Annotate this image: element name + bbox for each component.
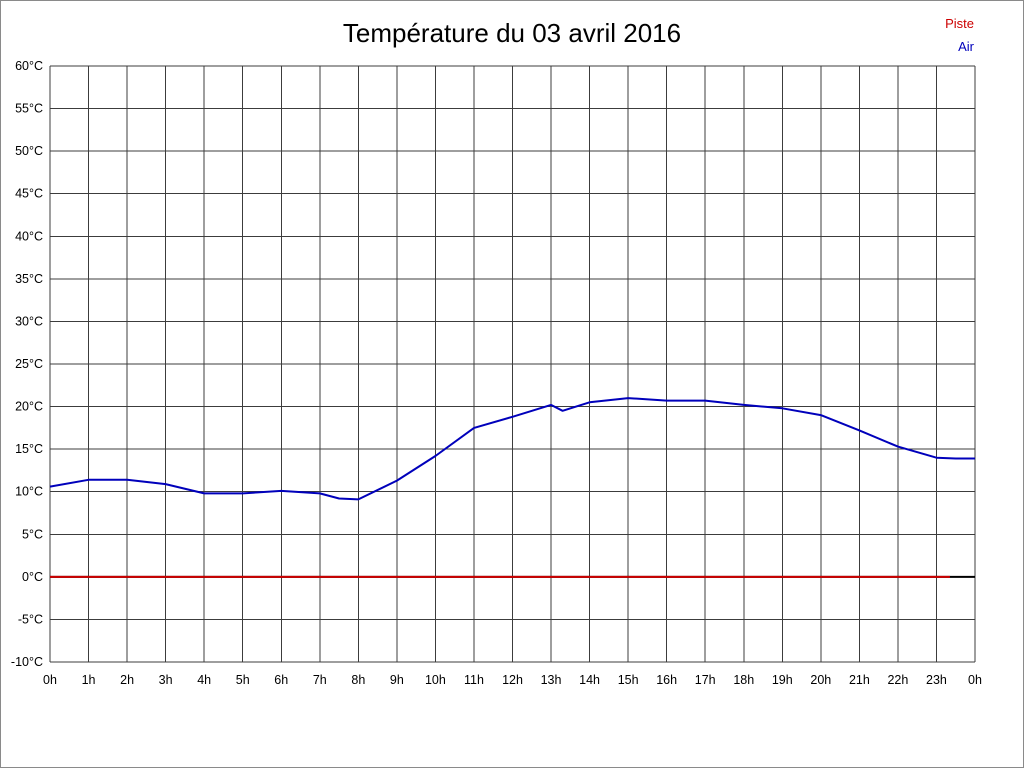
x-tick-label: 13h [541,673,562,687]
legend: Piste Air [945,12,974,58]
x-tick-label: 9h [390,673,404,687]
x-tick-label: 21h [849,673,870,687]
x-tick-label: 12h [502,673,523,687]
y-tick-label: 35°C [15,272,43,286]
y-tick-label: 55°C [15,102,43,116]
x-tick-label: 11h [464,673,484,687]
x-tick-label: 18h [733,673,754,687]
x-tick-label: 20h [810,673,831,687]
y-tick-label: 45°C [15,187,43,201]
y-tick-label: 25°C [15,357,43,371]
legend-air-label: Air [958,39,974,54]
y-tick-label: 15°C [15,442,43,456]
x-tick-label: 17h [695,673,716,687]
x-axis-labels: 0h 1h 2h 3h 4h 5h 6h 7h 8h 9h 10h 11h 12h 13h 14h 15h 16… [43,673,982,687]
y-tick-label: 10°C [15,485,43,499]
x-tick-label: 4h [197,673,211,687]
y-tick-label: 5°C [22,527,43,541]
y-tick-label: 50°C [15,144,43,158]
x-tick-label: 14h [579,673,600,687]
y-tick-label: -10°C [11,655,43,669]
chart-title: Température du 03 avril 2016 [342,18,682,48]
y-tick-label: 20°C [15,400,43,414]
x-tick-label: 3h [159,673,173,687]
x-tick-label: 7h [313,673,327,687]
x-tick-label: 0h [43,673,57,687]
x-tick-label: 2h [120,673,134,687]
x-tick-label: 1h [82,673,96,687]
x-tick-label: 5h [236,673,250,687]
series-air-line [49,397,975,501]
x-tick-label: 23h [926,673,947,687]
y-tick-label: 0°C [22,570,43,584]
y-tick-label: -5°C [18,612,43,626]
x-tick-label: 8h [351,673,365,687]
y-tick-label: 30°C [15,314,43,328]
x-tick-label: 0h [968,673,982,687]
y-tick-label: 60°C [15,59,43,73]
x-tick-label: 19h [772,673,793,687]
x-tick-label: 10h [425,673,446,687]
x-tick-label: 22h [887,673,908,687]
y-axis-labels: 60°C 55°C 50°C 45°C 40°C 35°C 30°C 25°C 20°C 15°C… [11,59,43,669]
grid [49,65,976,663]
x-tick-label: 16h [656,673,677,687]
x-tick-label: 15h [618,673,639,687]
y-tick-label: 40°C [15,229,43,243]
x-tick-label: 6h [274,673,288,687]
legend-piste-label: Piste [945,16,974,31]
